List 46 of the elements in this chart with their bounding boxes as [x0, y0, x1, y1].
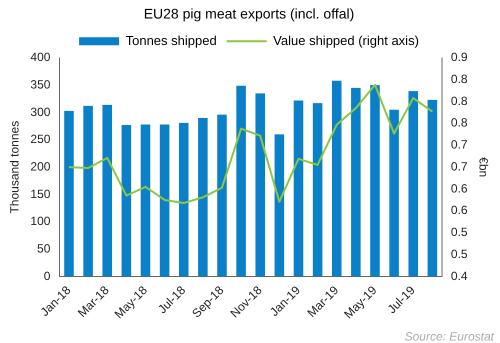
- y2-tick-label: 0.8: [450, 116, 468, 130]
- y2-tick-label: 0.8: [450, 72, 468, 86]
- y2-axis-title: €bn: [476, 157, 490, 178]
- y-tick-label: 300: [30, 104, 51, 119]
- bar: [274, 134, 284, 277]
- bar: [64, 110, 74, 277]
- bar: [389, 110, 399, 277]
- bar: [428, 100, 438, 277]
- bar: [294, 100, 304, 277]
- legend-label: Tonnes shipped: [126, 32, 217, 48]
- y-tick-label: 250: [30, 132, 51, 146]
- bar: [370, 85, 380, 277]
- y-axis-title: Thousand tonnes: [8, 120, 22, 214]
- y2-tick-label: 0.9: [450, 50, 468, 64]
- bar: [160, 124, 170, 277]
- bar: [178, 122, 189, 277]
- bar: [83, 106, 93, 277]
- y2-tick-label: 0.7: [450, 159, 468, 174]
- bar: [236, 86, 246, 277]
- y2-tick-label: 0.5: [450, 225, 468, 240]
- bar: [102, 104, 112, 277]
- bar: [351, 88, 361, 277]
- y-tick-label: 100: [30, 214, 51, 228]
- y-tick-label: 350: [30, 77, 51, 92]
- y2-tick-label: 0.5: [450, 246, 468, 261]
- y-tick-label: 200: [30, 159, 51, 174]
- source-note: Source: Eurostat: [404, 329, 495, 343]
- bar: [198, 118, 208, 277]
- bar: [312, 103, 322, 277]
- y-tick-label: 50: [37, 241, 51, 256]
- y-tick-label: 0: [44, 268, 51, 283]
- legend-label: Value shipped (right axis): [273, 32, 419, 48]
- bar: [140, 124, 150, 277]
- bar: [122, 125, 132, 277]
- y-tick-label: 150: [30, 186, 51, 201]
- bar: [255, 93, 266, 277]
- y-tick-label: 400: [30, 50, 51, 64]
- y2-tick-label: 0.7: [450, 138, 468, 152]
- y2-tick-label: 0.6: [450, 203, 468, 218]
- y2-tick-label: 0.6: [450, 181, 468, 196]
- y2-tick-label: 0.4: [450, 268, 468, 283]
- bar: [332, 80, 342, 277]
- bar: [217, 114, 227, 277]
- chart-title: EU28 pig meat exports (incl. offal): [144, 5, 354, 22]
- bar: [408, 91, 418, 277]
- y2-tick-label: 0.8: [450, 94, 468, 108]
